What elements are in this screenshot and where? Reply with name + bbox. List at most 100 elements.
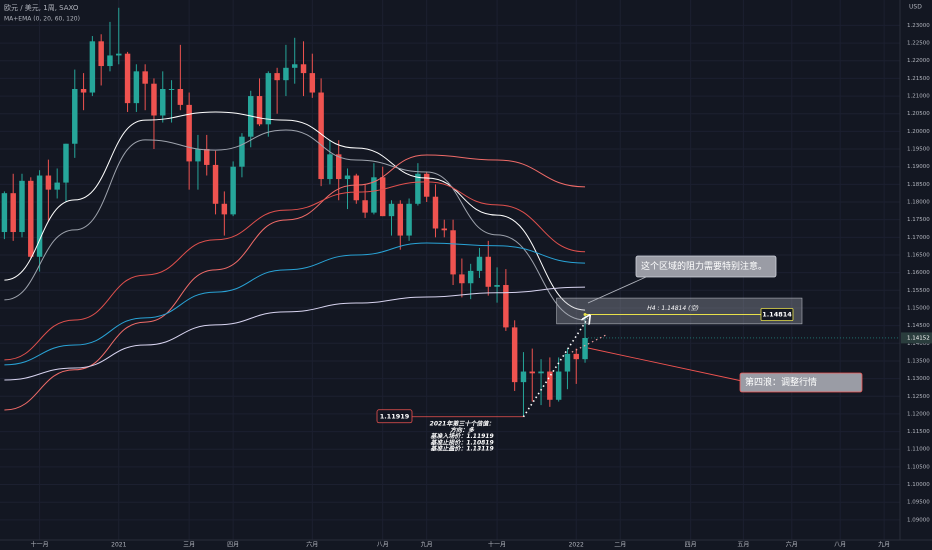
grid (0, 0, 900, 540)
candle-body (353, 175, 360, 201)
axes: 1.09000 1.09500 1.10000 1.10500 1.11000 1.115… (31, 23, 932, 549)
candle-body (459, 274, 465, 284)
candle-body (388, 203, 395, 217)
candle-body (107, 55, 113, 67)
x-tick-label: 2021 (111, 542, 126, 549)
x-tick-label: 二月 (614, 542, 626, 549)
x-tick-label: 2022 (569, 542, 584, 549)
candle-body (423, 173, 430, 197)
x-tick-label: 九月 (421, 541, 433, 549)
candle-body (520, 371, 527, 383)
moving-average (4, 181, 586, 361)
candle-body (36, 175, 43, 257)
candle-body (485, 256, 491, 287)
callout-box (635, 255, 777, 278)
candle-body (63, 143, 69, 183)
y-tick-label: 1.20000 (907, 129, 930, 135)
indicator-label: MA+EMA (0, 20, 60, 120) (4, 16, 80, 23)
x-tick-label: 九月 (878, 541, 890, 549)
projection (571, 333, 608, 353)
y-tick-label: 1.18000 (907, 200, 930, 206)
candle-body (494, 285, 500, 287)
candle-body (467, 270, 474, 284)
trade-note: 方向：多 (450, 426, 475, 434)
y-tick-label: 1.09500 (907, 500, 930, 506)
low-label: 1.11919 (380, 412, 410, 420)
candle-body (397, 203, 404, 236)
x-tick-label: 三月 (183, 542, 195, 549)
y-tick-label: 1.16500 (907, 252, 930, 258)
candle-body (406, 203, 412, 236)
y-tick-label: 1.16000 (907, 270, 930, 276)
candle-body (274, 73, 280, 81)
trade-note: 基准止盈价：1.13119 (430, 445, 493, 453)
candle-body (283, 67, 289, 81)
moving-average (4, 129, 586, 321)
y-tick-label: 1.12000 (907, 411, 930, 417)
candle-body (116, 53, 122, 56)
y-tick-label: 1.21500 (907, 76, 930, 82)
candle-body (89, 41, 96, 93)
y-tick-label: 1.13500 (907, 358, 930, 364)
y-tick-label: 1.21000 (907, 94, 930, 100)
candle-body (582, 337, 588, 360)
moving-average (4, 286, 586, 381)
candle-body (309, 73, 316, 93)
candle-body (379, 177, 386, 217)
x-tick-label: 八月 (377, 542, 389, 549)
callout-pointer (587, 347, 743, 382)
y-tick-label: 1.11500 (907, 429, 930, 435)
candle-body (300, 64, 307, 74)
candle-body (344, 175, 351, 180)
candle-body (371, 177, 377, 213)
y-tick-label: 1.15500 (907, 288, 930, 294)
candle-body (239, 136, 245, 167)
x-tick-label: 四月 (685, 542, 697, 549)
candle-body (503, 285, 509, 328)
y-tick-label: 1.23000 (907, 23, 930, 29)
candle-body (45, 175, 52, 190)
candle-body (318, 92, 324, 180)
x-tick-label: 六月 (306, 541, 318, 549)
candle-body (186, 104, 192, 162)
y-tick-label: 1.19500 (907, 147, 930, 153)
resistance-dot (583, 313, 587, 317)
candle-body (265, 73, 272, 125)
callout-text: 第四浪：调整行情 (745, 376, 817, 388)
candle-body (133, 71, 140, 104)
candle-body (564, 353, 571, 372)
candle-body (511, 327, 518, 383)
y-tick-label: 1.22000 (907, 58, 930, 64)
y-tick-label: 1.22500 (907, 41, 930, 47)
trade-note: 2021年第三十个信值： (430, 420, 495, 428)
candle-body (415, 173, 421, 204)
y-tick-label: 1.15000 (907, 305, 930, 311)
y-tick-label: 1.19000 (907, 164, 930, 170)
candle-body (291, 64, 298, 68)
callout-text: 这个区域的阻力需要特别注意。 (641, 260, 767, 272)
moving-average (4, 242, 586, 366)
candle-body (529, 371, 535, 374)
candle-body (335, 154, 342, 180)
y-tick-label: 1.09000 (907, 517, 930, 523)
candle-body (573, 353, 579, 360)
candle-body (450, 230, 456, 275)
y-tick-label: 1.13000 (907, 376, 930, 382)
plot (1, 7, 900, 417)
candle-body (151, 83, 157, 116)
candle-body (10, 193, 16, 233)
y-tick-label: 1.10500 (907, 464, 930, 470)
callout-box (739, 372, 863, 393)
candle-body (142, 71, 148, 84)
y-tick-label: 1.14000 (907, 341, 930, 347)
candle-body (177, 88, 184, 105)
x-tick-label: 六月 (786, 541, 798, 549)
candle-body (221, 203, 228, 215)
trade-note: 基准止损价：1.10819 (430, 438, 493, 446)
projection (522, 319, 587, 418)
y-tick-label: 1.20500 (907, 111, 930, 117)
candle-body (547, 371, 553, 400)
x-tick-label: 五月 (737, 542, 749, 549)
candle-body (212, 164, 219, 204)
